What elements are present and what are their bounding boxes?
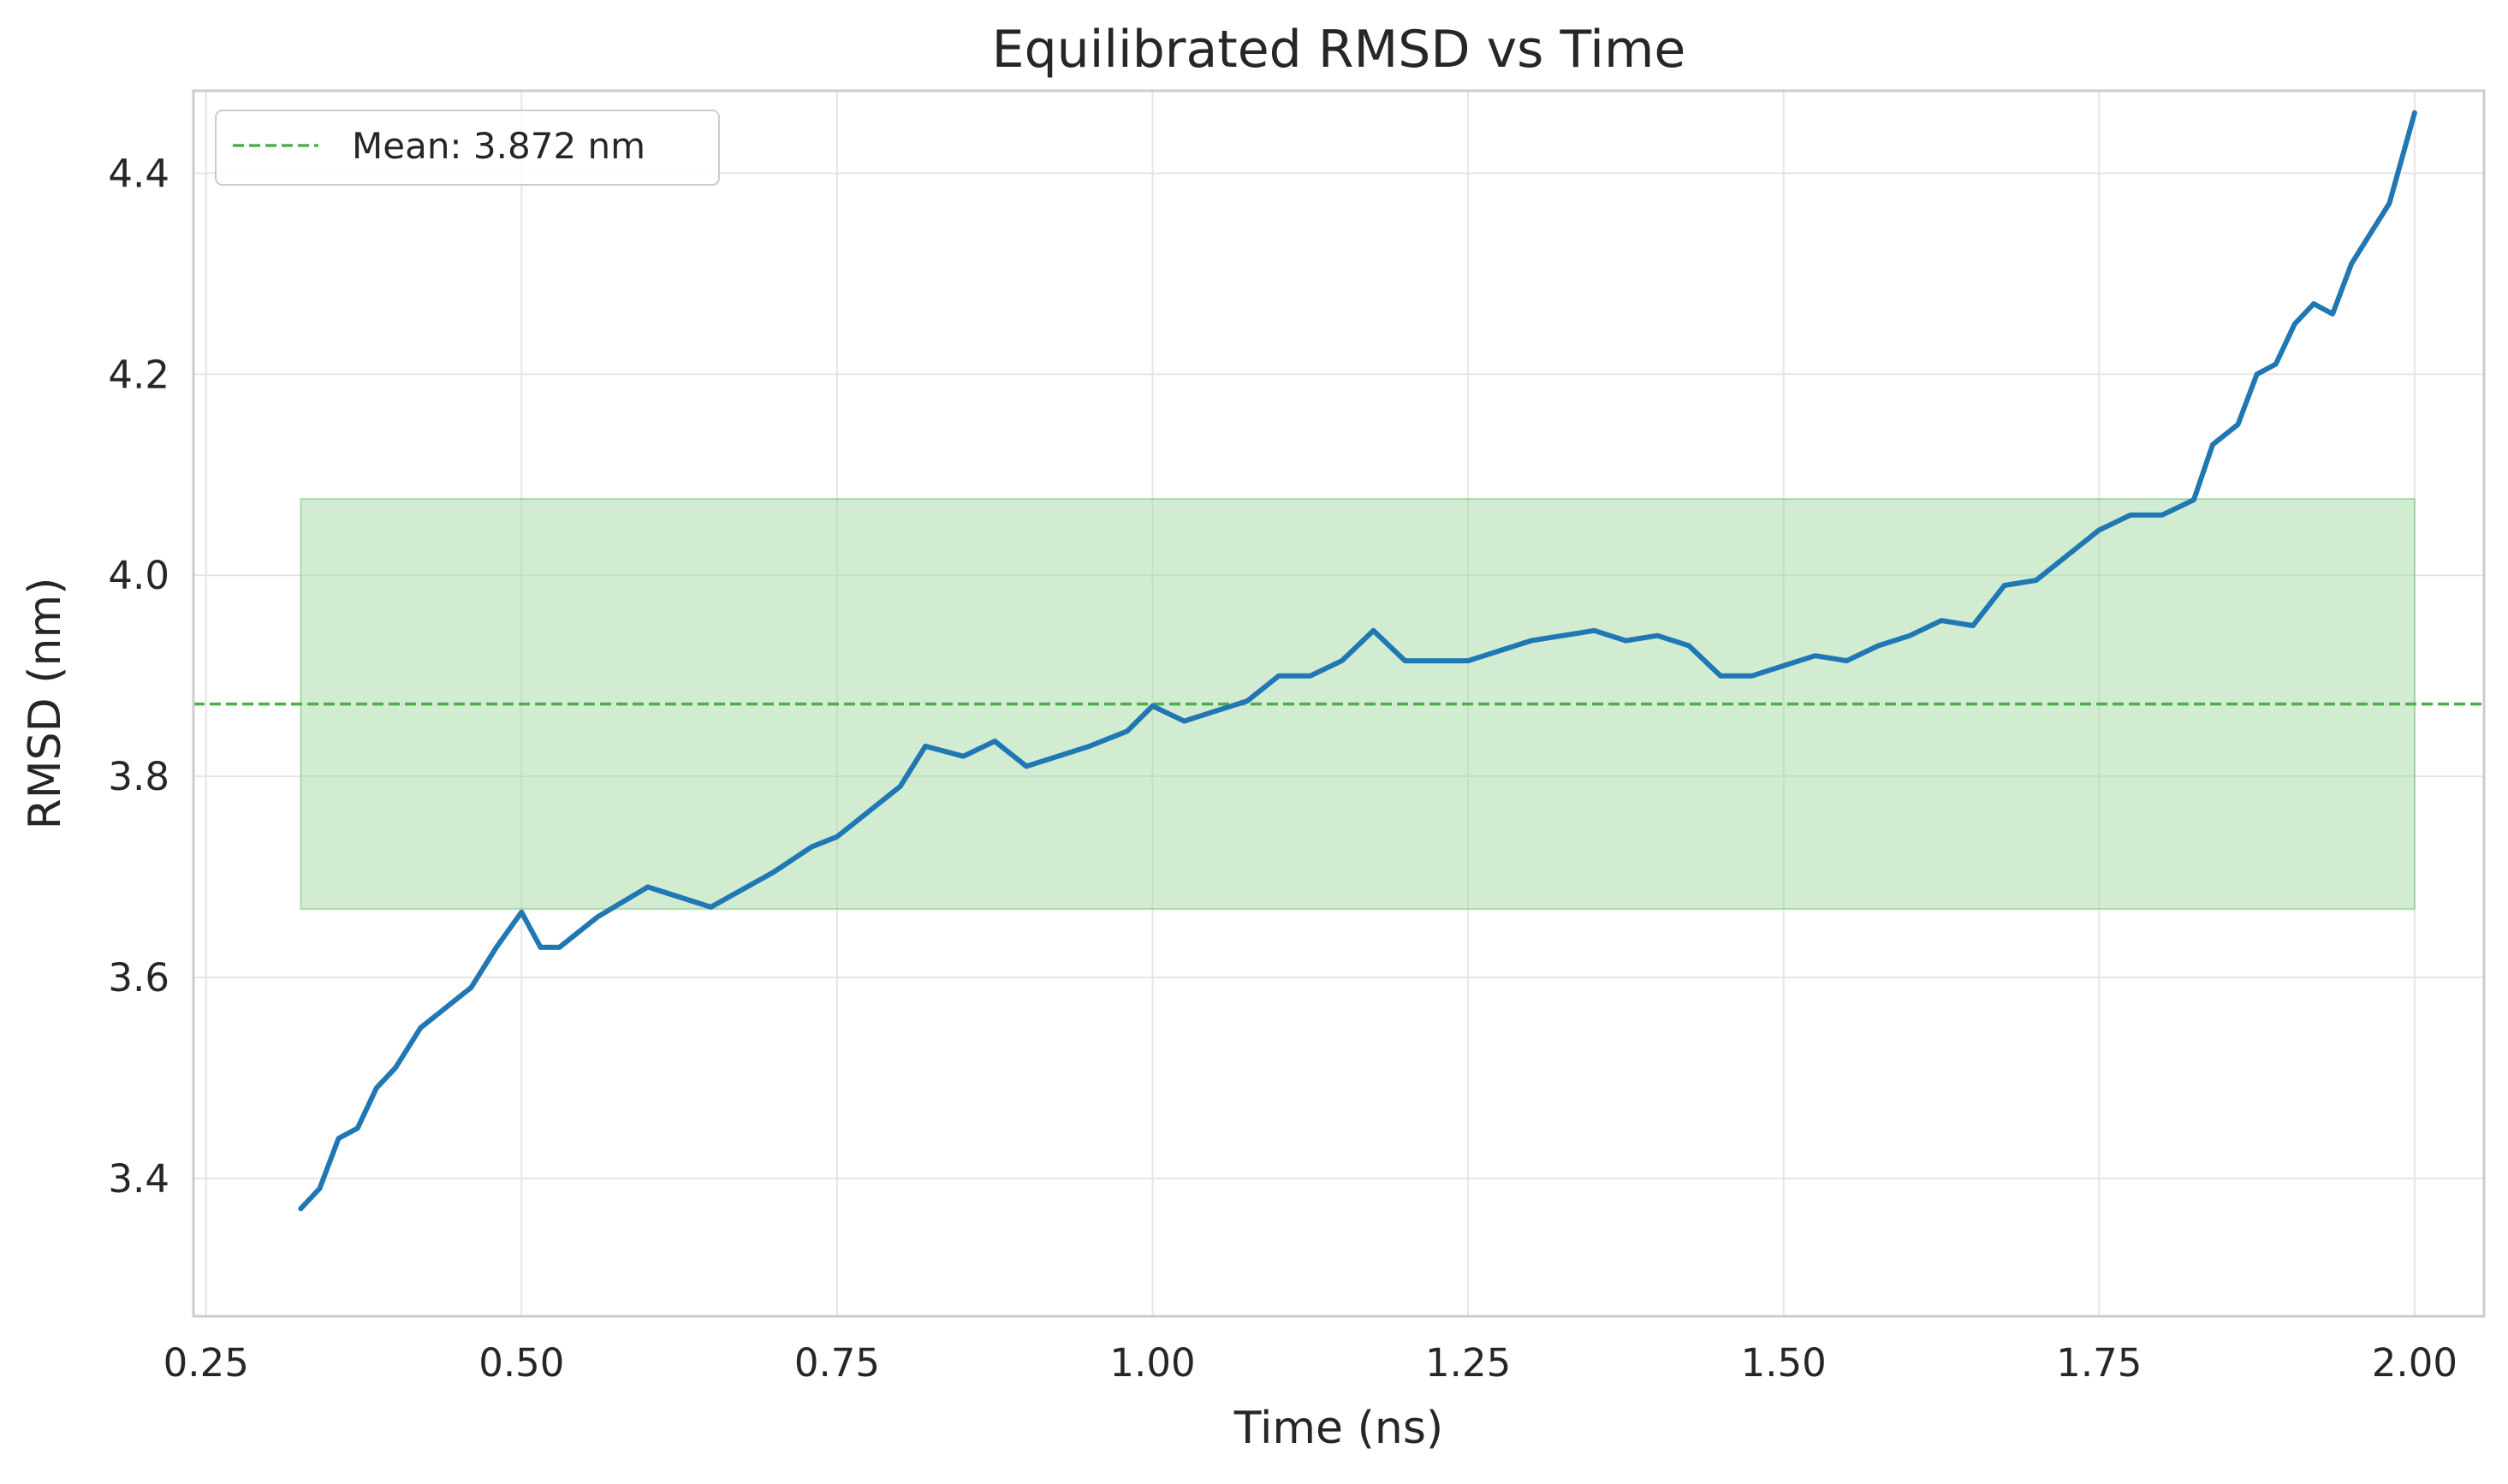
x-tick-label: 2.00: [2372, 1340, 2457, 1386]
plot-frame: [192, 89, 2486, 1318]
x-tick-label: 1.00: [1109, 1340, 1195, 1386]
x-tick-labels: 0.25 0.50 0.75 1.00 1.25 1.50 1.75 2.00: [163, 1340, 2457, 1386]
y-tick-label: 4.4: [108, 151, 169, 196]
y-tick-label: 4.2: [108, 352, 169, 397]
legend: Mean: 3.872 nm: [215, 110, 720, 186]
chart-title: Equilibrated RMSD vs Time: [992, 20, 1686, 80]
y-tick-label: 3.6: [108, 955, 169, 1000]
rmsd-series-line: [298, 110, 2417, 1212]
x-tick-label: 0.50: [478, 1340, 564, 1386]
legend-mean-label: Mean: 3.872 nm: [352, 125, 645, 167]
legend-box: [215, 110, 720, 186]
x-tick-label: 0.25: [163, 1340, 249, 1386]
y-axis-label: RMSD (nm): [20, 578, 71, 830]
y-tick-labels: 3.4 3.6 3.8 4.0 4.2 4.4: [108, 151, 169, 1202]
y-tick-label: 3.4: [108, 1156, 169, 1202]
x-tick-label: 1.25: [1425, 1340, 1511, 1386]
x-tick-label: 1.50: [1741, 1340, 1827, 1386]
x-tick-label: 0.75: [794, 1340, 880, 1386]
y-tick-label: 4.0: [108, 553, 169, 598]
y-tick-label: 3.8: [108, 754, 169, 799]
x-axis-label: Time (ns): [1233, 1403, 1443, 1454]
x-tick-label: 1.75: [2056, 1340, 2142, 1386]
